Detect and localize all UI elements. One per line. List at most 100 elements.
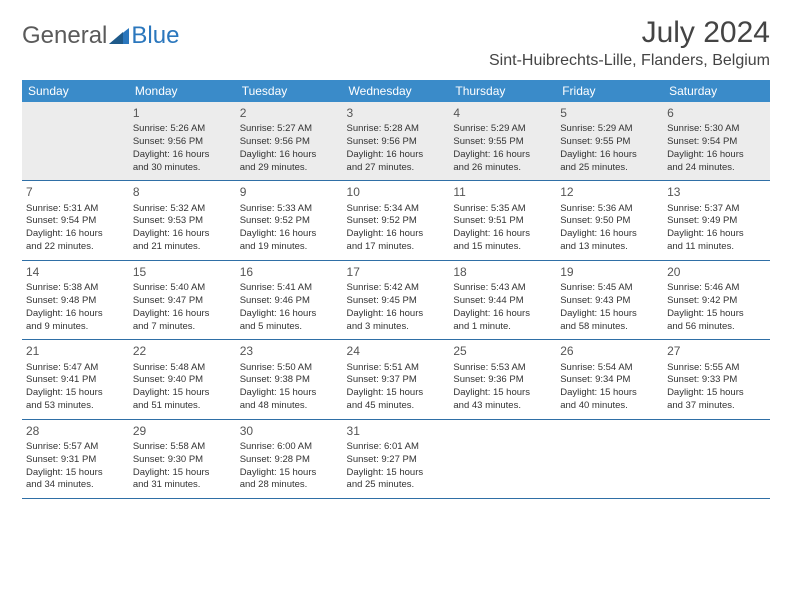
daylight-text: Daylight: 16 hours <box>347 228 446 241</box>
sunset-text: Sunset: 9:31 PM <box>26 454 125 467</box>
daylight-text: and 13 minutes. <box>560 241 659 254</box>
logo-text-blue: Blue <box>131 22 179 50</box>
sunrise-text: Sunrise: 5:30 AM <box>667 123 766 136</box>
daylight-text: and 5 minutes. <box>240 321 339 334</box>
calendar-cell: 19 Sunrise: 5:45 AMSunset: 9:43 PMDayligh… <box>556 260 663 339</box>
daylight-text: and 43 minutes. <box>453 400 552 413</box>
sunset-text: Sunset: 9:30 PM <box>133 454 232 467</box>
logo: General Blue <box>22 16 179 50</box>
calendar-cell: 21Sunrise: 5:47 AMSunset: 9:41 PMDayligh… <box>22 340 129 419</box>
calendar-cell: 1Sunrise: 5:26 AMSunset: 9:56 PMDaylight… <box>129 102 236 181</box>
sunset-text: Sunset: 9:46 PM <box>240 295 339 308</box>
daylight-text: Daylight: 15 hours <box>133 387 232 400</box>
sunrise-text: Sunrise: 5:36 AM <box>560 203 659 216</box>
day-number: 4 <box>453 105 552 121</box>
sunset-text: Sunset: 9:48 PM <box>26 295 125 308</box>
calendar-cell: 8Sunrise: 5:32 AMSunset: 9:53 PMDaylight… <box>129 181 236 260</box>
calendar-cell: 24Sunrise: 5:51 AMSunset: 9:37 PMDayligh… <box>343 340 450 419</box>
month-title: July 2024 <box>489 16 770 50</box>
sunset-text: Sunset: 9:27 PM <box>347 454 446 467</box>
sunset-text: Sunset: 9:47 PM <box>133 295 232 308</box>
day-number: 1 <box>133 105 232 121</box>
sunset-text: Sunset: 9:56 PM <box>240 136 339 149</box>
weekday-header-row: Sunday Monday Tuesday Wednesday Thursday… <box>22 80 770 102</box>
daylight-text: Daylight: 16 hours <box>667 149 766 162</box>
calendar-cell: 4Sunrise: 5:29 AMSunset: 9:55 PMDaylight… <box>449 102 556 181</box>
sunrise-text: Sunrise: 5:27 AM <box>240 123 339 136</box>
calendar-cell: 25Sunrise: 5:53 AMSunset: 9:36 PMDayligh… <box>449 340 556 419</box>
daylight-text: and 48 minutes. <box>240 400 339 413</box>
day-number: 31 <box>347 423 446 439</box>
sunrise-text: Sunrise: 5:31 AM <box>26 203 125 216</box>
sunset-text: Sunset: 9:36 PM <box>453 374 552 387</box>
daylight-text: and 53 minutes. <box>26 400 125 413</box>
title-block: July 2024 Sint-Huibrechts-Lille, Flander… <box>489 16 770 76</box>
calendar-cell: 26Sunrise: 5:54 AMSunset: 9:34 PMDayligh… <box>556 340 663 419</box>
daylight-text: Daylight: 15 hours <box>453 387 552 400</box>
daylight-text: Daylight: 16 hours <box>453 149 552 162</box>
calendar-cell <box>22 102 129 181</box>
sunrise-text: Sunrise: 5:29 AM <box>560 123 659 136</box>
day-number: 14 <box>26 264 125 280</box>
sunrise-text: Sunrise: 5:50 AM <box>240 362 339 375</box>
daylight-text: and 29 minutes. <box>240 162 339 175</box>
daylight-text: Daylight: 16 hours <box>560 228 659 241</box>
daylight-text: and 21 minutes. <box>133 241 232 254</box>
sunrise-text: Sunrise: 6:01 AM <box>347 441 446 454</box>
daylight-text: Daylight: 16 hours <box>453 228 552 241</box>
sunrise-text: Sunrise: 5:32 AM <box>133 203 232 216</box>
daylight-text: and 51 minutes. <box>133 400 232 413</box>
calendar-cell: 2Sunrise: 5:27 AMSunset: 9:56 PMDaylight… <box>236 102 343 181</box>
sunrise-text: Sunrise: 5:33 AM <box>240 203 339 216</box>
calendar-cell: 20Sunrise: 5:46 AMSunset: 9:42 PMDayligh… <box>663 260 770 339</box>
calendar-week-row: 28Sunrise: 5:57 AMSunset: 9:31 PMDayligh… <box>22 419 770 498</box>
daylight-text: Daylight: 16 hours <box>240 308 339 321</box>
day-number: 23 <box>240 343 339 359</box>
day-number: 12 <box>560 184 659 200</box>
daylight-text: Daylight: 15 hours <box>560 308 659 321</box>
day-number: 2 <box>240 105 339 121</box>
daylight-text: and 40 minutes. <box>560 400 659 413</box>
day-number: 29 <box>133 423 232 439</box>
calendar-cell: 18Sunrise: 5:43 AMSunset: 9:44 PMDayligh… <box>449 260 556 339</box>
daylight-text: and 30 minutes. <box>133 162 232 175</box>
daylight-text: and 56 minutes. <box>667 321 766 334</box>
daylight-text: Daylight: 16 hours <box>26 228 125 241</box>
sunrise-text: Sunrise: 5:45 AM <box>560 282 659 295</box>
sunrise-text: Sunrise: 5:28 AM <box>347 123 446 136</box>
daylight-text: Daylight: 16 hours <box>133 228 232 241</box>
sunset-text: Sunset: 9:40 PM <box>133 374 232 387</box>
daylight-text: and 25 minutes. <box>347 479 446 492</box>
calendar-cell: 29Sunrise: 5:58 AMSunset: 9:30 PMDayligh… <box>129 419 236 498</box>
location-text: Sint-Huibrechts-Lille, Flanders, Belgium <box>489 52 770 70</box>
sunset-text: Sunset: 9:56 PM <box>347 136 446 149</box>
weekday-header: Sunday <box>22 80 129 102</box>
sunset-text: Sunset: 9:43 PM <box>560 295 659 308</box>
day-number: 8 <box>133 184 232 200</box>
daylight-text: Daylight: 16 hours <box>560 149 659 162</box>
sunset-text: Sunset: 9:50 PM <box>560 215 659 228</box>
day-number: 20 <box>667 264 766 280</box>
calendar-cell: 16Sunrise: 5:41 AMSunset: 9:46 PMDayligh… <box>236 260 343 339</box>
sunset-text: Sunset: 9:52 PM <box>347 215 446 228</box>
day-number: 22 <box>133 343 232 359</box>
day-number: 19 <box>560 264 659 280</box>
calendar-cell: 15Sunrise: 5:40 AMSunset: 9:47 PMDayligh… <box>129 260 236 339</box>
sunset-text: Sunset: 9:45 PM <box>347 295 446 308</box>
calendar-cell: 30Sunrise: 6:00 AMSunset: 9:28 PMDayligh… <box>236 419 343 498</box>
calendar-cell: 14Sunrise: 5:38 AMSunset: 9:48 PMDayligh… <box>22 260 129 339</box>
sunrise-text: Sunrise: 5:55 AM <box>667 362 766 375</box>
day-number: 6 <box>667 105 766 121</box>
sunset-text: Sunset: 9:55 PM <box>453 136 552 149</box>
daylight-text: and 27 minutes. <box>347 162 446 175</box>
day-number: 5 <box>560 105 659 121</box>
sunrise-text: Sunrise: 5:42 AM <box>347 282 446 295</box>
daylight-text: Daylight: 16 hours <box>347 149 446 162</box>
calendar-cell: 7Sunrise: 5:31 AMSunset: 9:54 PMDaylight… <box>22 181 129 260</box>
daylight-text: and 1 minute. <box>453 321 552 334</box>
calendar-cell: 6Sunrise: 5:30 AMSunset: 9:54 PMDaylight… <box>663 102 770 181</box>
daylight-text: and 22 minutes. <box>26 241 125 254</box>
day-number: 18 <box>453 264 552 280</box>
weekday-header: Wednesday <box>343 80 450 102</box>
daylight-text: Daylight: 15 hours <box>560 387 659 400</box>
